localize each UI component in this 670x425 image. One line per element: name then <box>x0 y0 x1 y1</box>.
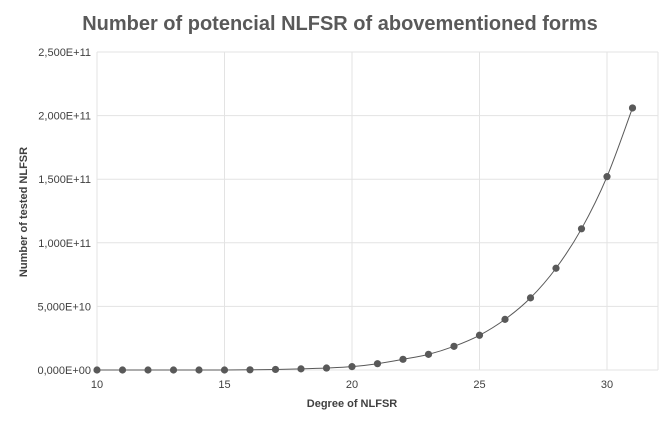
y-tick-label: 1,000E+11 <box>38 238 91 250</box>
y-tick-label: 2,000E+11 <box>38 111 91 123</box>
data-point <box>373 360 382 368</box>
x-axis-title: Degree of NLFSR <box>307 398 398 410</box>
data-point <box>348 363 356 371</box>
x-tick-label: 15 <box>218 379 230 391</box>
data-point <box>93 366 101 374</box>
data-point <box>169 366 178 374</box>
x-tick-label: 25 <box>473 379 485 391</box>
x-tick-label: 20 <box>346 379 358 391</box>
data-point <box>297 365 305 373</box>
data-point <box>577 225 586 233</box>
tick-layer: 0,000E+00 5,000E+10 1,000E+11 1,500E+11 2,00… <box>37 47 613 391</box>
y-tick-label: 1,500E+11 <box>38 174 91 186</box>
data-point <box>628 104 637 112</box>
data-point <box>322 364 331 372</box>
grid-layer <box>96 51 659 371</box>
y-tick-label: 0,000E+00 <box>37 365 91 377</box>
data-point <box>603 173 611 181</box>
x-tick-label: 30 <box>601 379 613 391</box>
series-line <box>96 107 633 371</box>
y-axis-title: Number of tested NLFSR <box>18 147 30 277</box>
data-point <box>424 350 433 358</box>
data-point <box>118 366 127 374</box>
y-tick-label: 2,500E+11 <box>38 47 91 59</box>
chart-title: Number of potencial NLFSR of abovementio… <box>82 13 598 35</box>
data-point <box>271 365 280 374</box>
data-point <box>552 264 560 272</box>
data-point <box>475 331 484 339</box>
data-point <box>144 366 152 374</box>
data-point <box>526 294 535 302</box>
y-tick-label: 5,000E+10 <box>37 301 91 313</box>
data-point <box>501 315 509 323</box>
data-point <box>220 366 229 374</box>
data-point <box>450 342 458 350</box>
data-point <box>399 355 407 363</box>
x-tick-label: 10 <box>91 379 103 391</box>
data-point <box>195 366 203 374</box>
marker-layer <box>93 104 637 374</box>
data-point <box>246 366 254 374</box>
